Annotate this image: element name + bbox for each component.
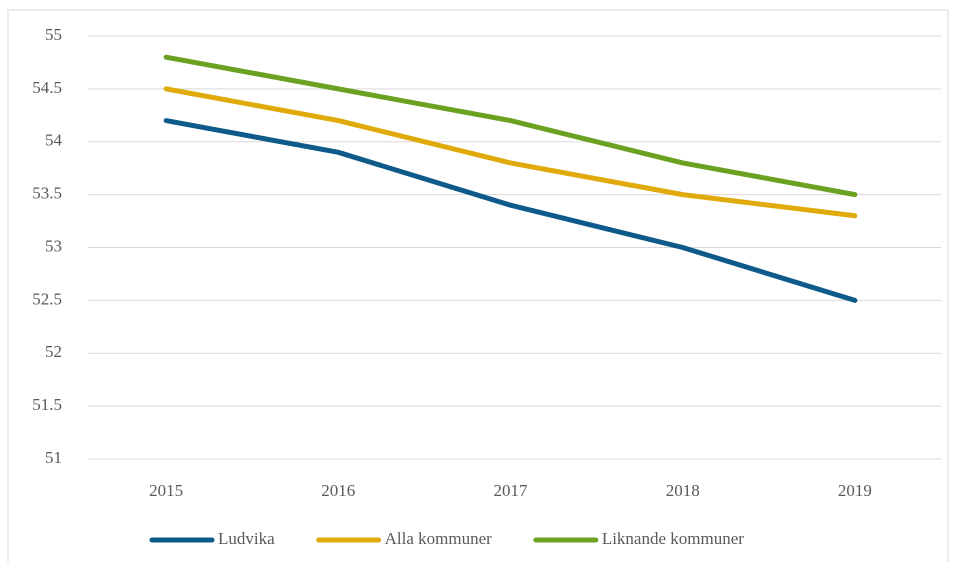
series-line <box>163 54 858 198</box>
x-tick-label: 2016 <box>321 481 355 500</box>
y-tick-label: 53 <box>45 236 62 255</box>
y-tick-label: 54.5 <box>32 78 62 97</box>
y-tick-label: 52.5 <box>32 289 62 308</box>
y-tick-label: 55 <box>45 25 62 44</box>
series-line <box>163 118 858 303</box>
y-tick-label: 51.5 <box>32 395 62 414</box>
x-tick-label: 2015 <box>149 481 183 500</box>
legend-label: Ludvika <box>218 529 275 548</box>
y-tick-label: 54 <box>45 131 63 150</box>
legend-label: Alla kommuner <box>385 529 493 548</box>
y-tick-label: 53.5 <box>32 184 62 203</box>
y-tick-label: 51 <box>45 448 62 467</box>
x-tick-label: 2019 <box>838 481 872 500</box>
y-tick-label: 52 <box>45 342 62 361</box>
x-tick-label: 2018 <box>666 481 700 500</box>
series-line <box>163 86 858 219</box>
legend-label: Liknande kommuner <box>602 529 744 548</box>
x-tick-label: 2017 <box>494 481 529 500</box>
chart-frame <box>7 9 949 562</box>
